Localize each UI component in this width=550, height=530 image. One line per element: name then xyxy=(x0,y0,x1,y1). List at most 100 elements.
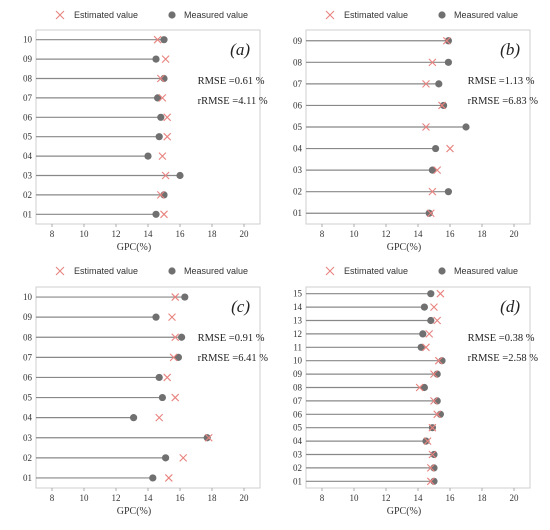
measured-point xyxy=(420,383,428,392)
estimated-cross-stroke xyxy=(428,423,437,432)
measured-point xyxy=(440,101,448,110)
legend-label-measured: Measured value xyxy=(184,266,248,276)
estimated-cross-stroke xyxy=(204,433,213,442)
y-tick-label: 03 xyxy=(23,171,33,181)
measured-point xyxy=(425,209,433,217)
estimated-cross-stroke xyxy=(158,152,167,160)
estimated-cross-stroke xyxy=(163,132,172,141)
estimated-point xyxy=(158,152,167,160)
estimated-point xyxy=(161,55,170,63)
y-tick-label: 07 xyxy=(23,352,33,362)
x-tick-label: 8 xyxy=(50,493,55,503)
measured-point xyxy=(154,94,162,102)
y-tick-label: 08 xyxy=(23,332,33,342)
measured-point xyxy=(430,450,438,459)
estimated-cross-stroke xyxy=(422,343,430,352)
estimated-cross-stroke xyxy=(436,289,445,298)
legend-label-estimated: Estimated value xyxy=(344,266,408,276)
estimated-cross-stroke xyxy=(442,36,451,45)
estimated-point xyxy=(422,123,430,131)
measured-point xyxy=(462,123,470,131)
x-tick-label: 12 xyxy=(382,493,391,503)
estimated-point xyxy=(168,313,176,322)
estimated-cross-stroke xyxy=(426,464,435,472)
x-axis-title: GPC(%) xyxy=(117,242,151,253)
y-tick-label: 04 xyxy=(293,144,303,154)
legend-measured-icon xyxy=(168,11,176,19)
estimated-cross-stroke xyxy=(161,55,170,63)
estimated-point xyxy=(171,293,180,301)
estimated-cross-stroke xyxy=(422,79,430,88)
estimated-point xyxy=(204,433,213,442)
estimated-cross-stroke xyxy=(160,210,168,219)
y-tick-label: 07 xyxy=(293,79,303,89)
y-tick-label: 06 xyxy=(293,100,303,110)
estimated-cross-stroke xyxy=(415,383,424,392)
y-tick-label: 01 xyxy=(23,209,32,219)
estimated-point xyxy=(163,132,172,141)
estimated-point xyxy=(428,450,437,459)
y-tick-label: 02 xyxy=(293,463,302,473)
estimated-point xyxy=(156,191,165,199)
y-tick-label: 02 xyxy=(23,190,32,200)
legend-cross-stroke xyxy=(325,266,335,276)
estimated-cross-stroke xyxy=(163,373,172,382)
estimated-point xyxy=(446,144,454,153)
estimated-point xyxy=(428,187,437,196)
estimated-point xyxy=(161,171,170,180)
panel-label: (a) xyxy=(230,40,250,59)
estimated-point xyxy=(434,356,443,365)
y-tick-label: 07 xyxy=(23,93,33,103)
estimated-cross-stroke xyxy=(169,353,178,362)
y-tick-label: 05 xyxy=(23,132,33,142)
y-tick-label: 04 xyxy=(23,151,33,161)
measured-point xyxy=(155,373,163,382)
measured-point xyxy=(428,166,436,174)
estimated-point xyxy=(438,101,446,110)
measured-point xyxy=(178,333,186,341)
measured-point xyxy=(152,313,160,321)
estimated-cross-stroke xyxy=(446,144,454,153)
y-tick-label: 06 xyxy=(23,372,33,382)
measured-point xyxy=(417,343,425,351)
x-tick-label: 8 xyxy=(320,229,325,239)
measured-point xyxy=(203,434,211,442)
y-tick-label: 03 xyxy=(293,450,303,460)
x-tick-label: 10 xyxy=(350,229,360,239)
y-tick-label: 08 xyxy=(23,74,33,84)
estimated-cross-stroke xyxy=(171,333,180,342)
legend-measured-icon xyxy=(438,267,446,275)
estimated-point xyxy=(430,370,438,378)
y-tick-label: 01 xyxy=(23,473,32,483)
y-tick-label: 13 xyxy=(293,316,303,326)
x-tick-label: 14 xyxy=(144,493,154,503)
y-tick-label: 01 xyxy=(293,208,302,218)
estimated-point xyxy=(160,210,168,219)
y-tick-label: 01 xyxy=(293,476,302,486)
legend-cross-stroke xyxy=(325,10,335,20)
estimated-point xyxy=(423,437,432,445)
x-tick-label: 18 xyxy=(208,229,218,239)
estimated-cross-stroke xyxy=(428,187,437,196)
measured-point xyxy=(152,55,160,63)
y-tick-label: 08 xyxy=(293,57,303,67)
y-tick-label: 02 xyxy=(23,453,32,463)
x-tick-label: 10 xyxy=(80,229,90,239)
estimated-point xyxy=(155,413,164,422)
rrmse-label: rRMSE =4.11 % xyxy=(198,96,268,107)
y-tick-label: 10 xyxy=(23,35,33,45)
measured-point xyxy=(130,414,138,422)
estimated-point xyxy=(426,209,435,218)
measured-point xyxy=(444,58,452,66)
y-tick-label: 04 xyxy=(293,436,303,446)
x-tick-label: 14 xyxy=(414,493,424,503)
x-tick-label: 12 xyxy=(112,229,121,239)
measured-point xyxy=(419,330,427,338)
y-tick-label: 09 xyxy=(293,369,303,379)
estimated-point xyxy=(428,423,437,432)
estimated-cross-stroke xyxy=(428,450,437,459)
estimated-point xyxy=(171,393,180,402)
measured-point xyxy=(435,80,443,88)
rmse-label: RMSE =0.91 % xyxy=(198,333,265,344)
